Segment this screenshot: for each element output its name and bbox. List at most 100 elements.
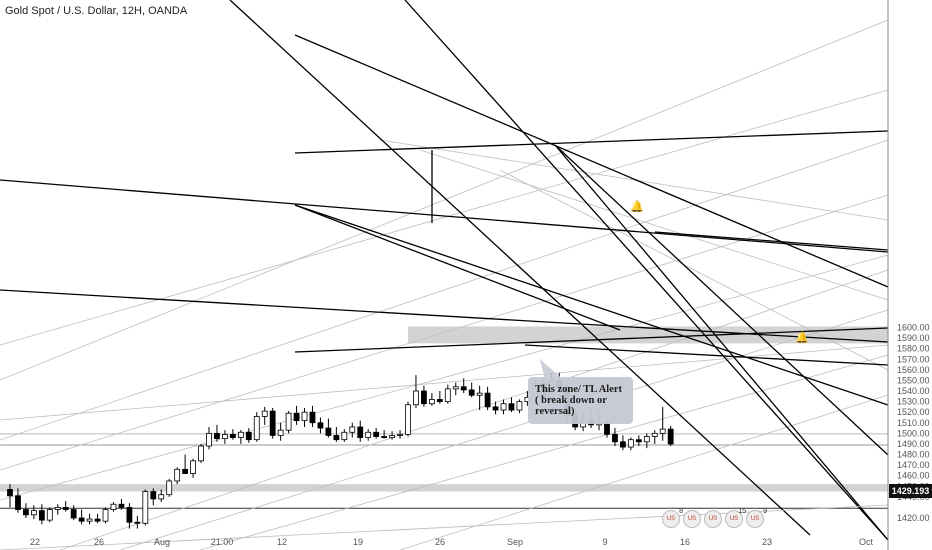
channel-line <box>0 139 889 441</box>
flag-icon[interactable]: US 9 <box>746 508 767 528</box>
candle-body <box>373 431 380 437</box>
candle <box>46 507 53 523</box>
bell-icon[interactable]: 🔔 <box>630 201 644 213</box>
candle <box>23 503 29 518</box>
candle <box>54 504 61 515</box>
candle <box>452 382 459 396</box>
candle <box>229 429 236 440</box>
channel-line <box>499 169 889 371</box>
flag-icon[interactable]: US 15 <box>725 508 746 528</box>
price-tick-label: 1570.00 <box>897 354 930 364</box>
candle <box>261 406 268 425</box>
candle-body <box>667 428 674 445</box>
trendline <box>554 144 889 456</box>
candle <box>341 429 348 442</box>
candle <box>620 435 626 451</box>
price-tick-label: 1540.00 <box>897 386 930 396</box>
candle <box>78 509 85 525</box>
candle <box>126 503 133 529</box>
candle-body <box>70 509 77 519</box>
candle <box>214 424 220 442</box>
candle <box>651 430 658 444</box>
candle-body <box>460 386 467 391</box>
candle-body <box>229 433 236 438</box>
candle-body <box>190 460 196 474</box>
candle <box>174 467 181 485</box>
flag-icon[interactable]: US 8 <box>662 508 683 528</box>
supply-demand-zones <box>0 326 888 492</box>
channel-line <box>59 269 889 550</box>
time-tick-label: 16 <box>680 537 690 547</box>
trendline <box>294 204 621 331</box>
price-tick-label: 1550.00 <box>897 375 930 385</box>
candle-body <box>444 388 451 402</box>
trendline <box>554 144 889 541</box>
candle <box>373 428 380 439</box>
channel-line <box>199 354 889 550</box>
time-tick-label: 23 <box>762 537 772 547</box>
time-tick-label: 26 <box>94 537 104 547</box>
time-axis: 22 26 Aug 21:00 12 19 26 Sep 9 16 23 Oct <box>30 537 874 547</box>
candle-body <box>651 432 658 437</box>
candle <box>110 502 117 512</box>
candle <box>389 431 395 440</box>
time-tick-label: 26 <box>435 537 445 547</box>
candle-body <box>198 445 204 462</box>
candle <box>253 412 260 442</box>
candle <box>405 401 411 437</box>
candle <box>158 489 165 503</box>
trendline <box>294 130 889 154</box>
price-zone <box>0 484 888 492</box>
candle <box>444 384 451 404</box>
candle-body <box>405 404 411 435</box>
candle-body <box>285 412 292 431</box>
channel-line <box>0 344 889 421</box>
candle <box>102 507 109 524</box>
candle <box>237 430 244 444</box>
candle-body <box>635 439 642 443</box>
flag-icon[interactable]: US <box>704 510 722 528</box>
candle <box>94 513 101 524</box>
candle <box>182 454 189 474</box>
candle <box>460 378 467 394</box>
candle <box>245 428 252 443</box>
candle-body <box>277 429 284 436</box>
candle-body <box>604 422 610 435</box>
bell-icon[interactable]: 🔔 <box>795 332 809 344</box>
candle <box>317 417 324 434</box>
candle-body <box>428 399 435 405</box>
parallel-channel-lines <box>0 19 889 550</box>
candle-body <box>142 491 149 524</box>
candle-body <box>317 422 324 429</box>
candle <box>293 405 300 425</box>
time-tick-label: Oct <box>859 537 874 547</box>
candle <box>381 430 388 439</box>
candle <box>134 515 141 529</box>
candle <box>333 426 340 442</box>
candle-body <box>46 509 53 521</box>
candle-body <box>23 509 29 516</box>
candle-body <box>94 518 101 522</box>
candle <box>190 458 196 478</box>
candle-body <box>627 439 634 448</box>
candle <box>309 405 316 427</box>
candle <box>508 397 515 413</box>
candle <box>30 505 37 520</box>
price-tick-label: 1560.00 <box>897 365 930 375</box>
candle <box>198 443 204 463</box>
channel-line <box>0 194 889 471</box>
chart-title: Gold Spot / U.S. Dollar, 12H, OANDA <box>5 5 188 17</box>
time-tick-label: 19 <box>353 537 363 547</box>
trendline <box>294 204 889 406</box>
flag-icon[interactable]: US <box>683 510 701 528</box>
price-tick-label: 1510.00 <box>897 418 930 428</box>
candle-body <box>62 507 69 510</box>
candle-body <box>166 480 173 496</box>
candle-body <box>381 436 388 438</box>
price-tick-label: 1500.00 <box>897 428 930 438</box>
alert-annotation[interactable]: This zone/ TL Alert ( break down or reve… <box>528 377 633 424</box>
economic-events[interactable]: US 8 US US US 15 US 9 <box>662 508 767 530</box>
trendline <box>524 344 889 366</box>
candle-body <box>7 489 13 497</box>
